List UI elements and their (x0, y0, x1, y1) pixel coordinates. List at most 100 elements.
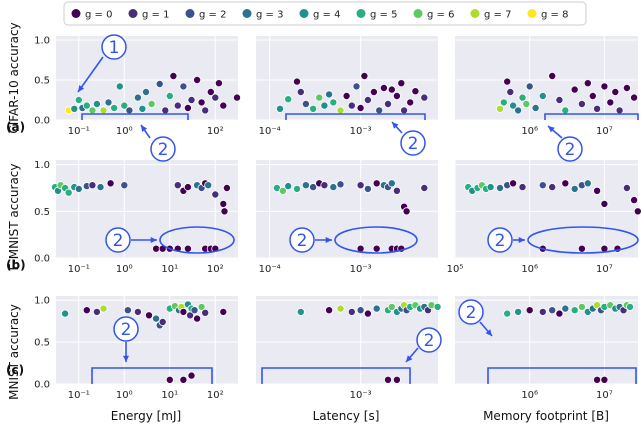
scatter-point (347, 101, 356, 110)
plot-area (256, 36, 438, 120)
scatter-point (179, 82, 188, 91)
scatter-point (514, 106, 523, 115)
scatter-point (336, 106, 345, 115)
x-tick-label: 10⁷ (596, 264, 613, 275)
arrow-head (141, 125, 148, 132)
scatter-point (583, 179, 592, 188)
scatter-point (433, 302, 442, 311)
scatter-point (165, 92, 174, 101)
x-tick-label: 10⁶ (521, 126, 538, 137)
scatter-point (538, 181, 547, 190)
scatter-point (387, 85, 396, 94)
scatter-point (356, 306, 365, 315)
scatter-point (600, 199, 609, 208)
highlight-bracket (487, 367, 637, 384)
callout-circle (150, 136, 176, 162)
legend-label: g = 2 (199, 10, 226, 21)
scatter-point (360, 72, 369, 81)
xlabel-latency: Latency [s] (313, 409, 380, 423)
panel-cifar-10-latency: 10⁻⁴ 10⁻³ (256, 36, 438, 137)
arrow-head (485, 329, 492, 336)
y-tick-label: 1.0 (34, 160, 50, 171)
x-tick-label: 10⁻¹ (68, 264, 90, 275)
callout-circle (101, 34, 127, 60)
scatter-point (495, 104, 504, 113)
scatter-point (82, 101, 91, 110)
highlight-bracket (285, 113, 426, 120)
scatter-point (133, 307, 142, 316)
x-tick-label: 10⁶ (521, 264, 538, 275)
x-tick-label: 10⁷ (596, 126, 613, 137)
x-tick-label: 10⁻¹ (68, 390, 90, 401)
legend-label: g = 7 (484, 10, 511, 21)
row-ylabel-mnist: MNIST accuracy (7, 304, 21, 400)
callout-number: 1 (109, 38, 120, 58)
scatter-point (152, 244, 161, 253)
arrow-head (150, 236, 157, 244)
scatter-point (400, 106, 409, 115)
legend-marker (185, 9, 195, 18)
scatter-point (211, 190, 220, 199)
scatter-point (292, 77, 301, 86)
scatter-point (548, 306, 557, 315)
row-tag-b: (b) (6, 258, 26, 272)
callout-marker: 2 (400, 130, 426, 156)
scatter-point (201, 106, 210, 115)
legend-marker (527, 9, 537, 18)
x-tick-label: 10² (207, 390, 224, 401)
scatter-point (392, 92, 401, 101)
scatter-point (600, 82, 609, 91)
scatter-point (387, 179, 396, 188)
highlight-bracket (261, 367, 411, 384)
scatter-point (577, 100, 586, 109)
scatter-point (219, 199, 228, 208)
plot-area (56, 160, 238, 258)
scatter-point (406, 98, 415, 107)
scatter-point (387, 302, 396, 311)
panel-mnist-energy: 0.0 0.5 1.0 10⁻¹ 10⁰ 10¹ 10² (34, 296, 238, 401)
scatter-point (522, 100, 531, 109)
scatter-point (518, 93, 527, 102)
scatter-point (187, 96, 196, 105)
arrow-head (548, 126, 555, 133)
callout-marker: 2 (289, 227, 315, 253)
scatter-point (509, 179, 518, 188)
panel-cifar-10-energy: 0.0 0.5 1.0 10⁻¹ 10⁰ 10² (34, 36, 241, 137)
scatter-point (301, 181, 310, 190)
scatter-point (296, 307, 305, 316)
callout-marker: 2 (150, 136, 176, 162)
legend-label: g = 8 (541, 10, 568, 21)
scatter-point (342, 92, 351, 101)
row-ylabel-cifar: CIFAR-10 accuracy (7, 22, 21, 133)
scatter-point (96, 183, 105, 192)
callout-circle (416, 327, 442, 353)
panel-cifar-10-memory: 10⁶ 10⁷ (455, 36, 639, 137)
annotation-arrow (77, 56, 104, 93)
y-tick-label: 0.5 (34, 338, 50, 349)
scatter-point (538, 307, 547, 316)
scatter-point (622, 183, 631, 192)
x-tick-label: 10⁻³ (350, 126, 372, 137)
panel-f-mnist-energy: 0.0 0.5 1.0 10⁻¹ 10⁰ 10¹ 10² (34, 160, 238, 275)
scatter-point (193, 314, 202, 323)
scatter-point (292, 184, 301, 193)
y-tick-label: 0.0 (34, 380, 50, 391)
annotations: 1 2 2 2 2 2 2 2 2 2 (77, 34, 639, 384)
x-tick-label: 10¹ (161, 264, 178, 275)
scatter-point (115, 82, 124, 91)
scatter-point (329, 98, 338, 107)
scatter-point (211, 93, 220, 102)
y-tick-label: 1.0 (34, 296, 50, 307)
scatter-point (187, 371, 196, 380)
scatter-point (593, 104, 602, 113)
scatter-point (173, 181, 182, 190)
scatter-point (548, 183, 557, 192)
legend-marker (128, 9, 138, 18)
scatter-point (593, 375, 602, 384)
legend-label: g = 0 (85, 10, 112, 21)
plot-area (455, 36, 638, 120)
scatter-point (525, 82, 534, 91)
scatter-point (392, 375, 401, 384)
scatter-point (325, 90, 334, 99)
scatter-point (275, 104, 284, 113)
